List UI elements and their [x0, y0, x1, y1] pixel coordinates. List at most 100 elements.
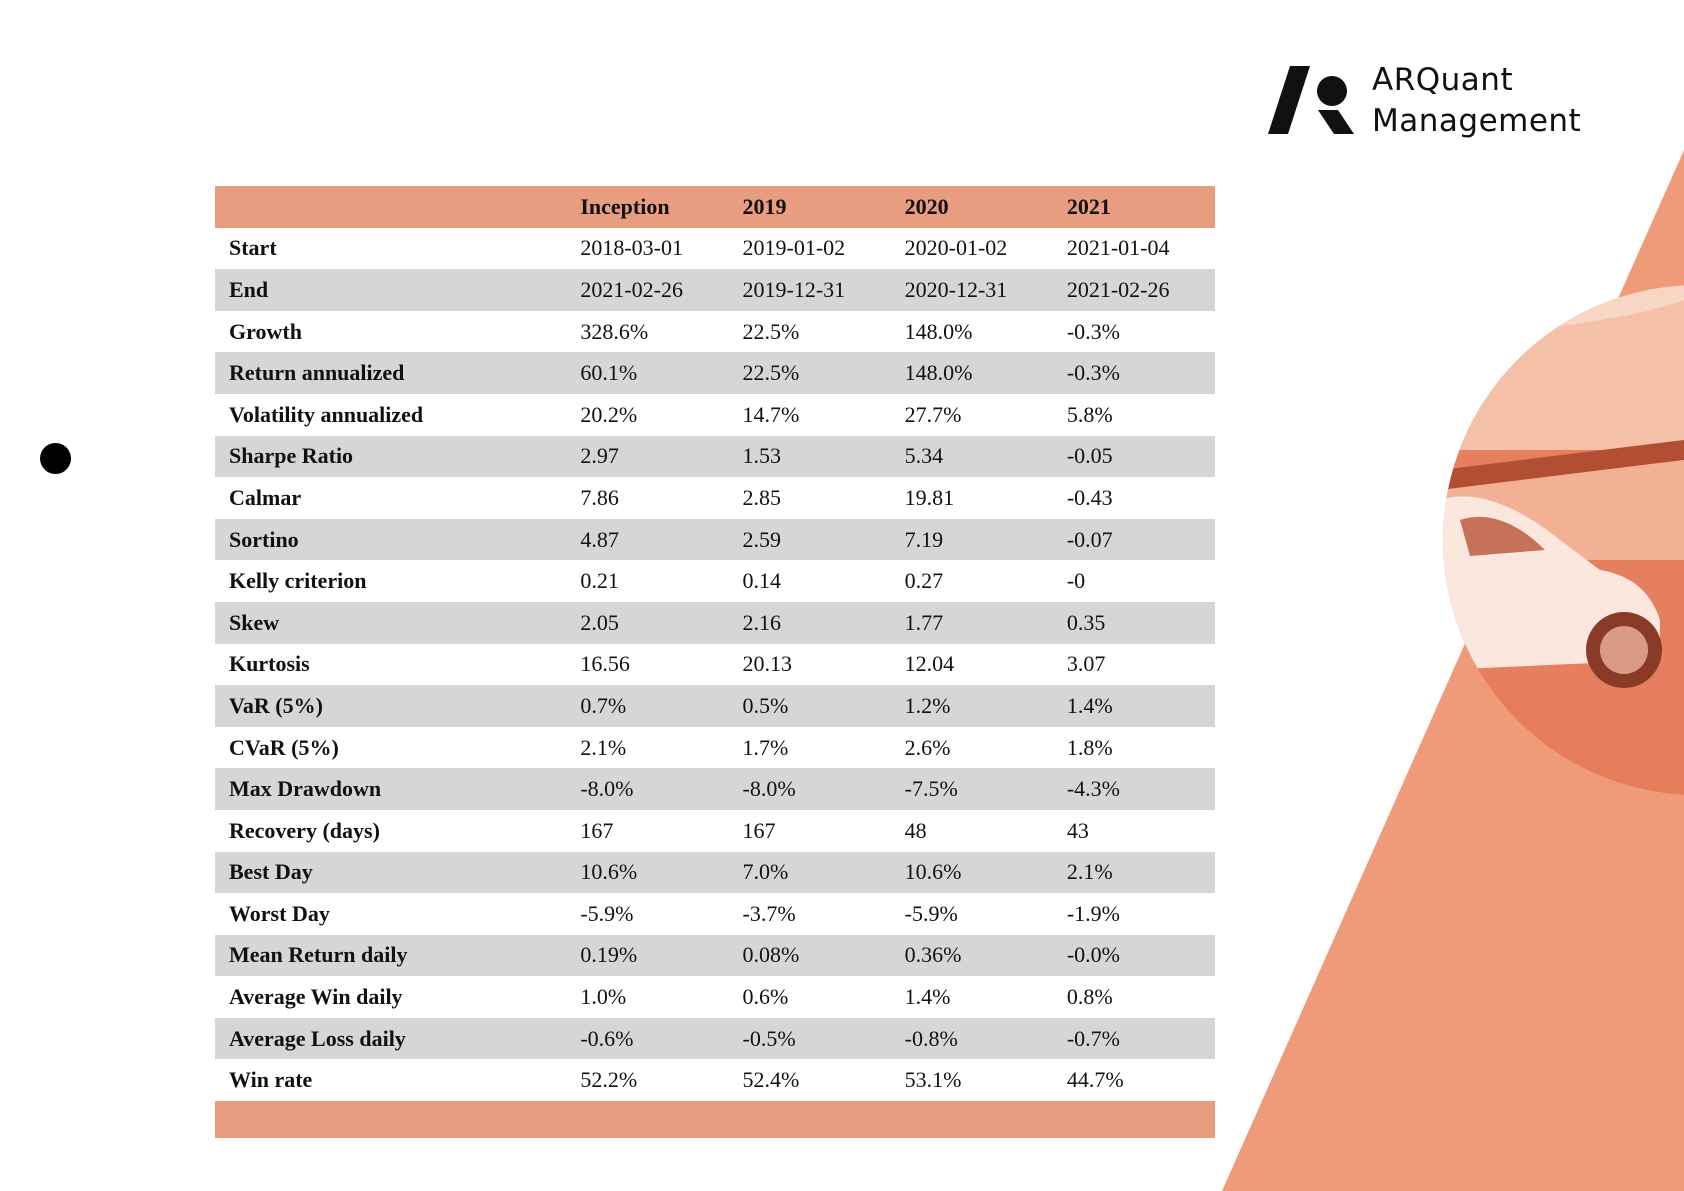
- table-row: Volatility annualized 20.2% 14.7% 27.7% 5.8%: [215, 393, 1215, 436]
- table-cell: 2.16: [742, 609, 782, 635]
- table-cell: 148.0%: [904, 360, 973, 386]
- table-cell: -0.3%: [1066, 360, 1120, 386]
- table-cell: 2.59: [742, 526, 782, 552]
- table-cell: -0.05: [1066, 443, 1113, 469]
- table-row: Kurtosis 16.56 20.13 12.04 3.07: [215, 643, 1215, 686]
- table-cell: -5.9%: [904, 900, 958, 926]
- table-cell: 19.81: [904, 484, 955, 510]
- table-row: Average Loss daily -0.6% -0.5% -0.8% -0.7%: [215, 1017, 1215, 1060]
- table-cell: 7.0%: [742, 859, 789, 885]
- table-cell: -7.5%: [904, 776, 958, 802]
- table-cell: 44.7%: [1066, 1067, 1124, 1093]
- table-cell: -0.3%: [1066, 318, 1120, 344]
- table-cell: 10.6%: [904, 859, 962, 885]
- row-label: Recovery (days): [229, 817, 380, 843]
- row-label: Sharpe Ratio: [229, 443, 354, 469]
- row-label: Sortino: [229, 526, 299, 552]
- header-cell: [215, 186, 566, 228]
- performance-stats-table: Inception 2019 2020 2021 Start 2018-03-01…: [215, 186, 1215, 1139]
- table-cell: 1.4%: [1066, 692, 1113, 718]
- row-label: Start: [229, 235, 277, 261]
- table-cell: -5.9%: [580, 900, 634, 926]
- table-cell: 2.85: [742, 484, 782, 510]
- table-cell: 14.7%: [742, 401, 800, 427]
- table-cell: -0.0%: [1066, 942, 1120, 968]
- table-row: Average Win daily 1.0% 0.6% 1.4% 0.8%: [215, 976, 1215, 1018]
- table-cell: -3.7%: [742, 900, 796, 926]
- table-cell: 2018-03-01: [580, 235, 683, 261]
- table-cell: 1.77: [904, 609, 944, 635]
- table-row: Sortino 4.87 2.59 7.19 -0.07: [215, 518, 1215, 561]
- row-label: Calmar: [229, 484, 302, 510]
- table-cell: 2019-12-31: [742, 276, 846, 302]
- table-cell: 0.14: [742, 568, 782, 594]
- table-cell: 2021-02-26: [580, 276, 683, 302]
- table-cell: -4.3%: [1066, 776, 1120, 802]
- table-cell: 2.05: [580, 609, 619, 635]
- table-cell: 0.36%: [904, 942, 962, 968]
- table-cell: -0.8%: [904, 1025, 958, 1051]
- table-row: Sharpe Ratio 2.97 1.53 5.34 -0.05: [215, 435, 1215, 478]
- table-row: Growth 328.6% 22.5% 148.0% -0.3%: [215, 310, 1215, 353]
- table-cell: 2.6%: [904, 734, 951, 760]
- table-cell: 7.86: [580, 484, 619, 510]
- table-cell: 1.53: [742, 443, 782, 469]
- row-label: Growth: [229, 318, 302, 344]
- row-label: Average Win daily: [229, 984, 403, 1010]
- table-cell: 0.35: [1066, 609, 1106, 635]
- table-cell: 4.87: [580, 526, 619, 552]
- table-cell: 48: [904, 817, 927, 843]
- table-cell: 148.0%: [904, 318, 973, 344]
- header-cell-2020: 2020: [904, 193, 949, 219]
- table-cell: 167: [742, 817, 776, 843]
- table-cell: 22.5%: [742, 360, 800, 386]
- arquant-logo-icon: [1268, 66, 1354, 134]
- table-cell: 2.1%: [580, 734, 627, 760]
- table-cell: 5.8%: [1066, 401, 1113, 427]
- table-cell: 1.7%: [742, 734, 789, 760]
- header-cell-2019: 2019: [742, 193, 787, 219]
- table-row: Max Drawdown -8.0% -8.0% -7.5% -4.3%: [215, 768, 1215, 810]
- table-cell: 2.97: [580, 443, 619, 469]
- row-label: Mean Return daily: [229, 942, 408, 968]
- table-cell: 0.21: [580, 568, 619, 594]
- table-cell: 1.4%: [904, 984, 951, 1010]
- brand-name: ARQuant Management: [1372, 60, 1581, 142]
- table-cell: 1.8%: [1066, 734, 1113, 760]
- table-cell: 0.6%: [742, 984, 789, 1010]
- row-label: Worst Day: [229, 900, 330, 926]
- row-label: Win rate: [229, 1067, 313, 1093]
- table-cell: 10.6%: [580, 859, 638, 885]
- row-label: Kelly criterion: [229, 568, 367, 594]
- table-cell: 5.34: [904, 443, 944, 469]
- table-cell: 22.5%: [742, 318, 800, 344]
- table-cell: 0.5%: [742, 692, 789, 718]
- table-cell: 1.2%: [904, 692, 951, 718]
- table-cell: 0.8%: [1066, 984, 1113, 1010]
- brand-name-line2: Management: [1372, 103, 1582, 139]
- table-row: Recovery (days) 167 167 48 43: [215, 809, 1215, 852]
- table-cell: 2.1%: [1066, 859, 1113, 885]
- table-row: Skew 2.05 2.16 1.77 0.35: [215, 601, 1215, 644]
- table-cell: 0.7%: [580, 692, 627, 718]
- table-row: Start 2018-03-01 2019-01-02 2020-01-02 2021-…: [215, 227, 1215, 270]
- table-cell: -0: [1066, 568, 1086, 594]
- table-cell: 167: [580, 817, 614, 843]
- table-cell: -8.0%: [742, 776, 796, 802]
- table-cell: 1.0%: [580, 984, 627, 1010]
- table-row: Kelly criterion 0.21 0.14 0.27 -0: [215, 560, 1215, 602]
- row-label: Best Day: [229, 859, 313, 885]
- table-cell: 20.2%: [580, 401, 638, 427]
- table-row: Calmar 7.86 2.85 19.81 -0.43: [215, 477, 1215, 519]
- row-label: Average Loss daily: [229, 1025, 406, 1051]
- row-label: Return annualized: [229, 360, 405, 386]
- table-body: Start 2018-03-01 2019-01-02 2020-01-02 2021-…: [215, 227, 1215, 1102]
- table-cell: 52.4%: [742, 1067, 800, 1093]
- table-cell: -0.07: [1066, 526, 1113, 552]
- table-cell: 43: [1066, 817, 1089, 843]
- table-row: CVaR (5%) 2.1% 1.7% 2.6% 1.8%: [215, 726, 1215, 769]
- table-cell: 0.08%: [742, 942, 800, 968]
- table-cell: -0.43: [1066, 484, 1113, 510]
- row-label: Kurtosis: [229, 651, 310, 677]
